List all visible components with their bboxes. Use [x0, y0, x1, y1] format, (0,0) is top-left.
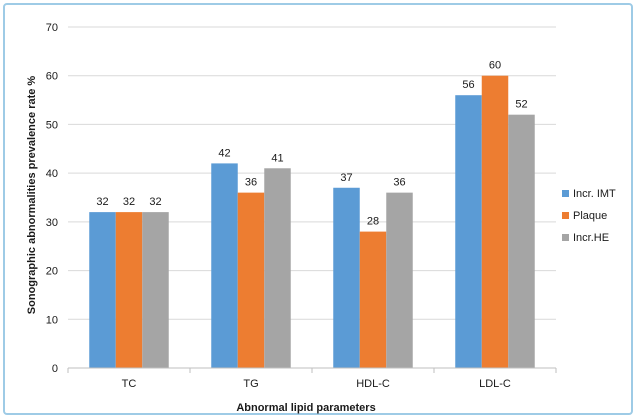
- x-tick-label: TC: [122, 378, 137, 390]
- data-label: 32: [149, 196, 161, 208]
- y-tick-label: 70: [46, 22, 58, 34]
- legend: Incr. IMT Plaque Incr.HE: [562, 188, 616, 244]
- bar: [359, 231, 387, 368]
- data-label: 56: [462, 79, 474, 91]
- y-tick-label: 60: [46, 71, 58, 83]
- bar: [142, 212, 169, 368]
- data-label: 28: [367, 216, 379, 228]
- bar: [264, 168, 291, 368]
- y-tick-label: 40: [46, 168, 58, 180]
- x-axis-ticks: TC TG HDL-C LDL-C: [67, 368, 557, 390]
- x-tick-label: TG: [243, 378, 258, 390]
- data-label: 36: [393, 177, 405, 189]
- data-label: 32: [123, 196, 135, 208]
- data-label: 37: [340, 172, 352, 184]
- x-tick-label: LDL-C: [479, 378, 511, 390]
- legend-swatch: [562, 212, 569, 219]
- data-label: 42: [218, 147, 230, 159]
- data-label: 60: [489, 60, 501, 72]
- y-tick-label: 0: [52, 363, 58, 375]
- data-label: 41: [271, 152, 283, 164]
- x-axis-title: Abnormal lipid parameters: [236, 402, 375, 414]
- bars: [89, 75, 535, 368]
- x-tick-label: HDL-C: [356, 378, 390, 390]
- legend-label: Incr. IMT: [573, 188, 616, 200]
- legend-swatch: [562, 234, 569, 241]
- y-tick-label: 20: [46, 266, 58, 278]
- bar: [333, 187, 360, 368]
- y-axis-title: Sonographic abnormalities prevalence rat…: [26, 76, 38, 315]
- data-label: 52: [515, 99, 527, 111]
- bar: [237, 192, 265, 368]
- bar: [386, 192, 413, 368]
- bar: [115, 212, 143, 368]
- bar: [508, 114, 535, 368]
- legend-swatch: [562, 190, 569, 197]
- y-axis-ticks: 0 10 20 30 40 50 60 70: [46, 22, 58, 375]
- bar: [211, 163, 238, 368]
- legend-label: Plaque: [573, 210, 607, 222]
- bar: [89, 212, 116, 368]
- data-label: 36: [245, 177, 257, 189]
- y-tick-label: 10: [46, 314, 58, 326]
- y-tick-label: 30: [46, 217, 58, 229]
- y-tick-label: 50: [46, 119, 58, 131]
- bar: [455, 95, 482, 368]
- bar: [481, 75, 509, 368]
- data-label: 32: [96, 196, 108, 208]
- legend-label: Incr.HE: [573, 232, 609, 244]
- data-labels: 32 32 32 42 36 41 37 28 36 56 60 52: [96, 60, 527, 228]
